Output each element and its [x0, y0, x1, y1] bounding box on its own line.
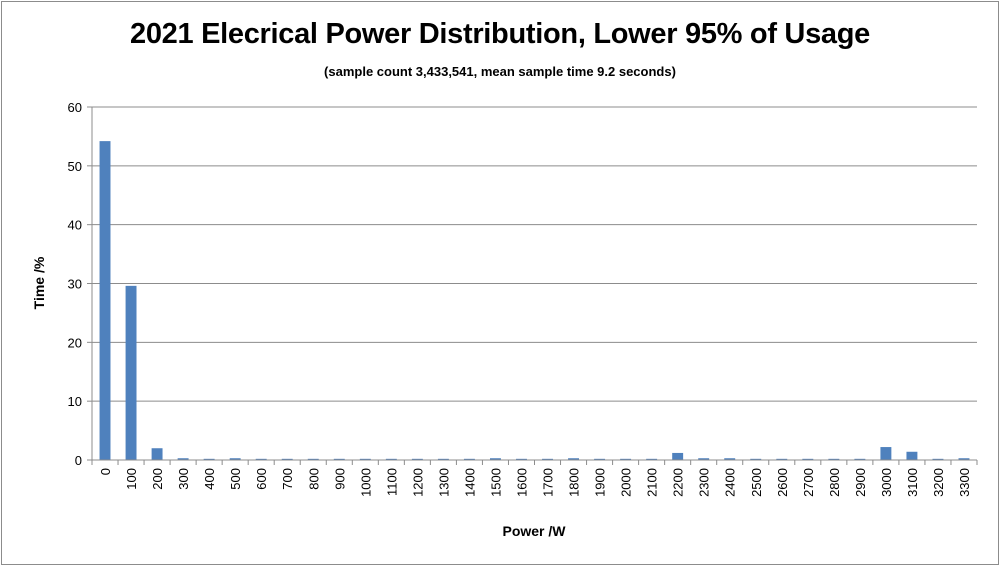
- bar: [177, 458, 189, 460]
- bar: [932, 458, 944, 460]
- x-tick-label: 1300: [436, 468, 451, 497]
- gridlines: [87, 106, 978, 465]
- bar: [906, 451, 918, 460]
- y-tick-label: 60: [68, 100, 82, 115]
- bar: [958, 458, 970, 460]
- x-tick-label: 1700: [541, 468, 556, 497]
- bar: [151, 448, 163, 460]
- bar: [307, 458, 319, 460]
- x-tick-label: 3000: [879, 468, 894, 497]
- bar: [333, 458, 345, 460]
- x-tick-label: 2200: [671, 468, 686, 497]
- bar: [594, 458, 606, 460]
- bar: [385, 458, 397, 460]
- x-tick-label: 3300: [957, 468, 972, 497]
- x-tick-label: 2700: [801, 468, 816, 497]
- bar: [281, 458, 293, 460]
- bar: [776, 458, 788, 460]
- x-tick-label: 600: [254, 468, 269, 490]
- x-tick-label: 400: [202, 468, 217, 490]
- x-tick-label: 1800: [567, 468, 582, 497]
- bar: [646, 458, 658, 460]
- x-tick-label: 3200: [931, 468, 946, 497]
- bar: [99, 141, 111, 460]
- axes: [91, 107, 977, 461]
- x-tick-label: 1100: [384, 468, 399, 496]
- bar: [125, 285, 137, 460]
- x-tick-label: 2300: [697, 468, 712, 497]
- x-axis-title: Power /W: [502, 523, 566, 539]
- bar: [750, 458, 762, 460]
- bar: [203, 458, 215, 460]
- x-tick-label: 2000: [619, 468, 634, 497]
- y-tick-label: 40: [68, 218, 82, 233]
- y-tick-label: 0: [75, 453, 82, 468]
- bar: [542, 458, 553, 460]
- bar: [411, 458, 423, 460]
- bars: [99, 141, 970, 460]
- x-tick-label: 2800: [827, 468, 842, 497]
- chart-subtitle: (sample count 3,433,541, mean sample tim…: [324, 64, 676, 79]
- bar: [880, 447, 892, 460]
- bar: [229, 458, 241, 460]
- bar: [672, 452, 684, 460]
- bar: [463, 458, 475, 460]
- bar: [568, 458, 580, 460]
- x-tick-label: 800: [306, 468, 321, 490]
- x-tick-labels: 0 100 200 300 400 500 600 700 800 900 1000 1100 1200…: [98, 468, 972, 497]
- x-tick-label: 100: [124, 468, 139, 490]
- x-tick-label: 2500: [749, 468, 764, 497]
- y-tick-label: 10: [68, 394, 82, 409]
- y-tick-labels: 0 10 20 30 40 50 60: [68, 100, 82, 468]
- bar: [802, 458, 814, 460]
- x-tick-label: 300: [176, 468, 191, 490]
- y-tick-label: 50: [68, 159, 82, 174]
- x-tick-label: 2900: [853, 468, 868, 497]
- x-tick-label: 900: [332, 468, 347, 490]
- x-tick-label: 2100: [645, 468, 660, 497]
- x-tick-label: 1600: [514, 468, 529, 497]
- x-tick-label: 1000: [358, 468, 373, 497]
- x-tick-label: 0: [98, 468, 113, 475]
- bar: [724, 458, 736, 460]
- bar: [620, 458, 632, 460]
- y-axis-title: Time /%: [31, 256, 47, 309]
- bar: [698, 458, 710, 460]
- bar: [359, 458, 371, 460]
- x-tick-label: 1200: [410, 468, 425, 497]
- x-tick-label: 1400: [462, 468, 477, 497]
- chart-title: 2021 Elecrical Power Distribution, Lower…: [130, 18, 870, 50]
- x-tick-label: 2400: [723, 468, 738, 497]
- x-tick-label: 2600: [775, 468, 790, 497]
- bar: [854, 458, 866, 460]
- x-tick-label: 500: [228, 468, 243, 490]
- x-tick-label: 3100: [905, 468, 920, 497]
- y-tick-label: 30: [68, 277, 82, 292]
- bar: [255, 458, 267, 460]
- x-tick-label: 200: [150, 468, 165, 490]
- bar: [828, 458, 840, 460]
- bar: [437, 458, 449, 460]
- y-tick-label: 20: [68, 335, 82, 350]
- x-tick-label: 1900: [593, 468, 608, 497]
- x-tick-label: 1500: [488, 468, 503, 497]
- bar: [489, 458, 501, 460]
- bar: [516, 458, 527, 460]
- x-tick-label: 700: [280, 468, 295, 490]
